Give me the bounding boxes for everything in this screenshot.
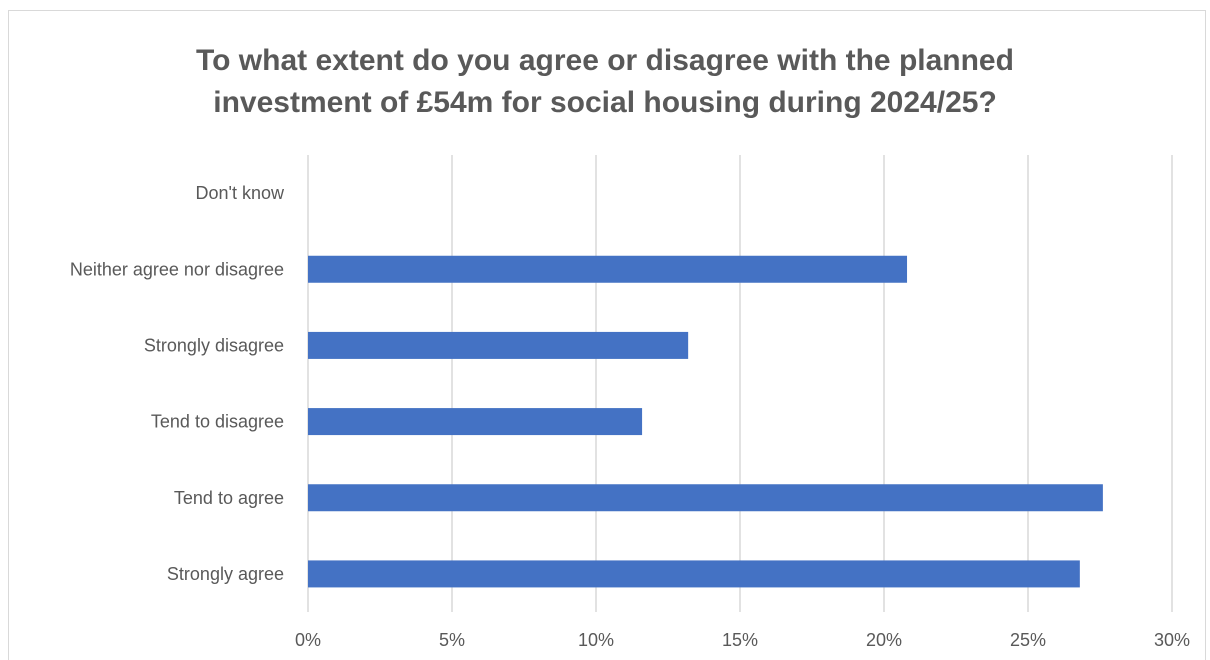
category-label: Tend to agree [174,488,284,508]
category-label: Neither agree nor disagree [70,259,284,279]
chart-title-line-1: To what extent do you agree or disagree … [196,44,1014,77]
bars [308,255,1103,588]
bar [308,484,1103,512]
x-tick-label: 15% [722,630,758,650]
x-tick-label: 0% [295,630,321,650]
gridlines [307,155,1173,612]
x-tick-label: 30% [1154,630,1190,650]
category-labels: Don't know Neither agree nor disagree Stro… [70,183,285,584]
chart-title-line-2: investment of £54m for social housing du… [213,86,997,119]
category-label: Strongly agree [167,564,284,584]
x-tick-label: 5% [439,630,465,650]
category-label: Don't know [196,183,285,203]
chart-title: To what extent do you agree or disagree … [0,40,1210,124]
bar [308,408,643,436]
x-tick-label: 25% [1010,630,1046,650]
category-label: Tend to disagree [151,412,284,432]
x-tick-label: 10% [578,630,614,650]
bar [308,560,1080,588]
x-tick-label: 20% [866,630,902,650]
bar [308,331,689,359]
category-label: Strongly disagree [144,335,284,355]
bar [308,255,908,283]
x-axis-tick-labels: 0% 5% 10% 15% 20% 25% 30% [295,630,1190,650]
